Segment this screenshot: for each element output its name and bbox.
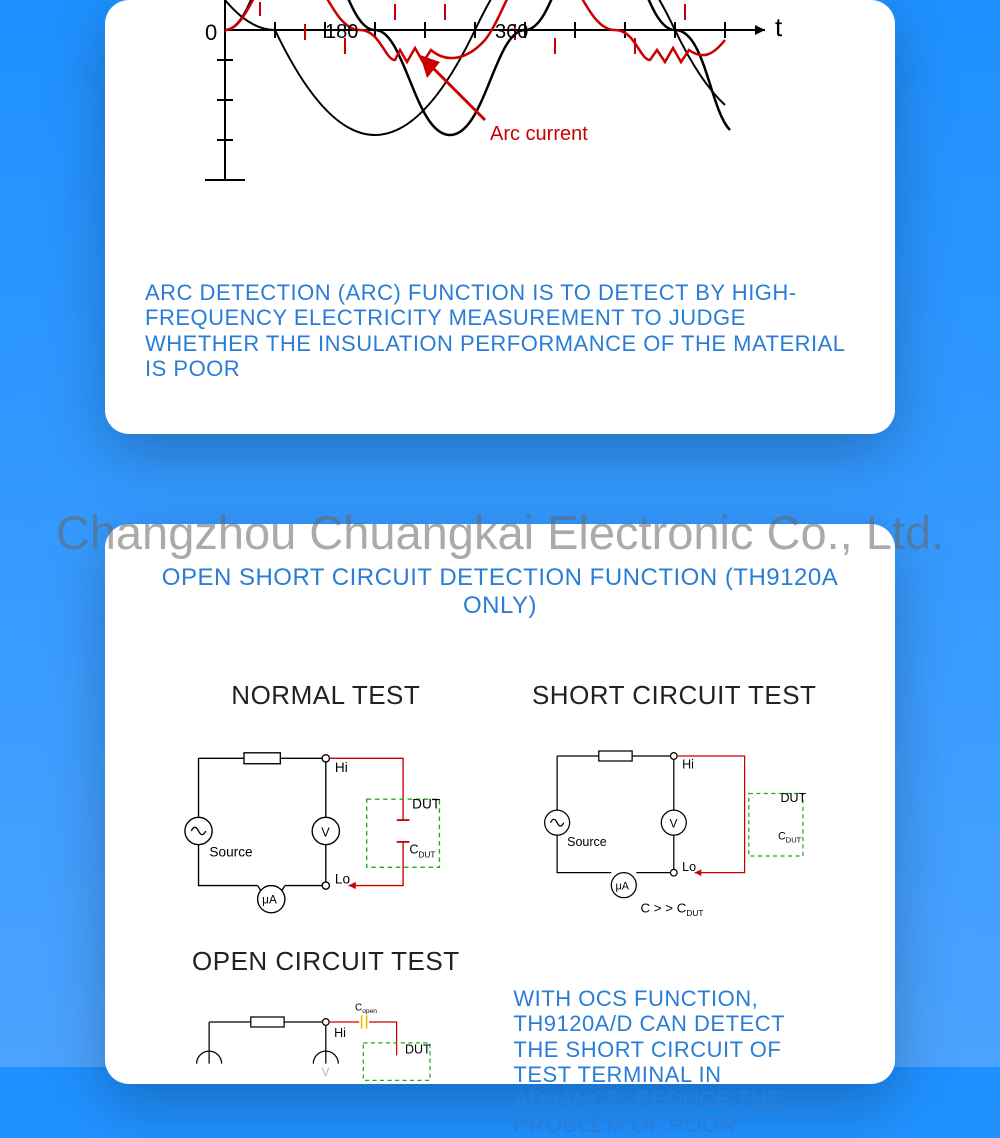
circuit-diagrams-row: NORMAL TEST Source V μA bbox=[145, 680, 855, 936]
arc-current-annotation: Arc current bbox=[490, 123, 588, 145]
normal-test-diagram: NORMAL TEST Source V μA bbox=[165, 680, 487, 936]
x-axis-label: t bbox=[775, 12, 783, 42]
svg-text:Hi: Hi bbox=[335, 760, 348, 775]
ocs-detection-card: OPEN SHORT CIRCUIT DETECTION FUNCTION (T… bbox=[105, 524, 895, 1084]
ocs-description-text: WITH OCS FUNCTION, TH9120A/D CAN DETECT … bbox=[513, 946, 835, 1138]
svg-text:DUT: DUT bbox=[412, 796, 441, 811]
svg-text:C > > CDUT: C > > CDUT bbox=[641, 901, 704, 918]
normal-test-title: NORMAL TEST bbox=[165, 680, 487, 711]
svg-text:V: V bbox=[670, 818, 678, 831]
svg-text:Source: Source bbox=[568, 835, 608, 849]
svg-text:CDUT: CDUT bbox=[409, 842, 435, 860]
short-test-title: SHORT CIRCUIT TEST bbox=[513, 680, 835, 711]
x-tick-360: 360 bbox=[495, 21, 528, 43]
svg-text:Hi: Hi bbox=[683, 758, 695, 772]
svg-text:DUT: DUT bbox=[405, 1043, 431, 1057]
svg-text:Hi: Hi bbox=[334, 1026, 346, 1040]
svg-text:Copen: Copen bbox=[355, 1002, 377, 1015]
svg-text:V: V bbox=[322, 1066, 330, 1079]
open-test-title: OPEN CIRCUIT TEST bbox=[165, 946, 487, 977]
arc-description-text: ARC DETECTION (ARC) FUNCTION IS TO DETEC… bbox=[145, 280, 855, 381]
ocs-description-block: WITH OCS FUNCTION, TH9120A/D CAN DETECT … bbox=[513, 946, 835, 1138]
svg-text:V: V bbox=[321, 824, 330, 839]
open-test-diagram: OPEN CIRCUIT TEST V Hi Copen DUT bbox=[165, 946, 487, 1138]
arc-waveform-chart: 0 180 360 t Arc current bbox=[145, 0, 855, 200]
svg-text:Lo: Lo bbox=[683, 860, 697, 874]
x-tick-180: 180 bbox=[325, 21, 358, 43]
arc-detection-card: 0 180 360 t Arc current ARC DETECTION (A… bbox=[105, 0, 895, 434]
section-title: OPEN SHORT CIRCUIT DETECTION FUNCTION (T… bbox=[145, 564, 855, 620]
svg-text:DUT: DUT bbox=[781, 791, 807, 805]
svg-text:Source: Source bbox=[209, 844, 252, 859]
circuit-diagrams-row-2: OPEN CIRCUIT TEST V Hi Copen DUT bbox=[145, 946, 855, 1138]
svg-text:μA: μA bbox=[616, 880, 630, 892]
svg-text:CDUT: CDUT bbox=[778, 830, 802, 844]
axis-origin-label: 0 bbox=[205, 20, 217, 45]
svg-text:Lo: Lo bbox=[335, 872, 350, 887]
short-test-diagram: SHORT CIRCUIT TEST Source V μA Hi Lo bbox=[513, 680, 835, 936]
svg-text:μA: μA bbox=[262, 893, 277, 907]
